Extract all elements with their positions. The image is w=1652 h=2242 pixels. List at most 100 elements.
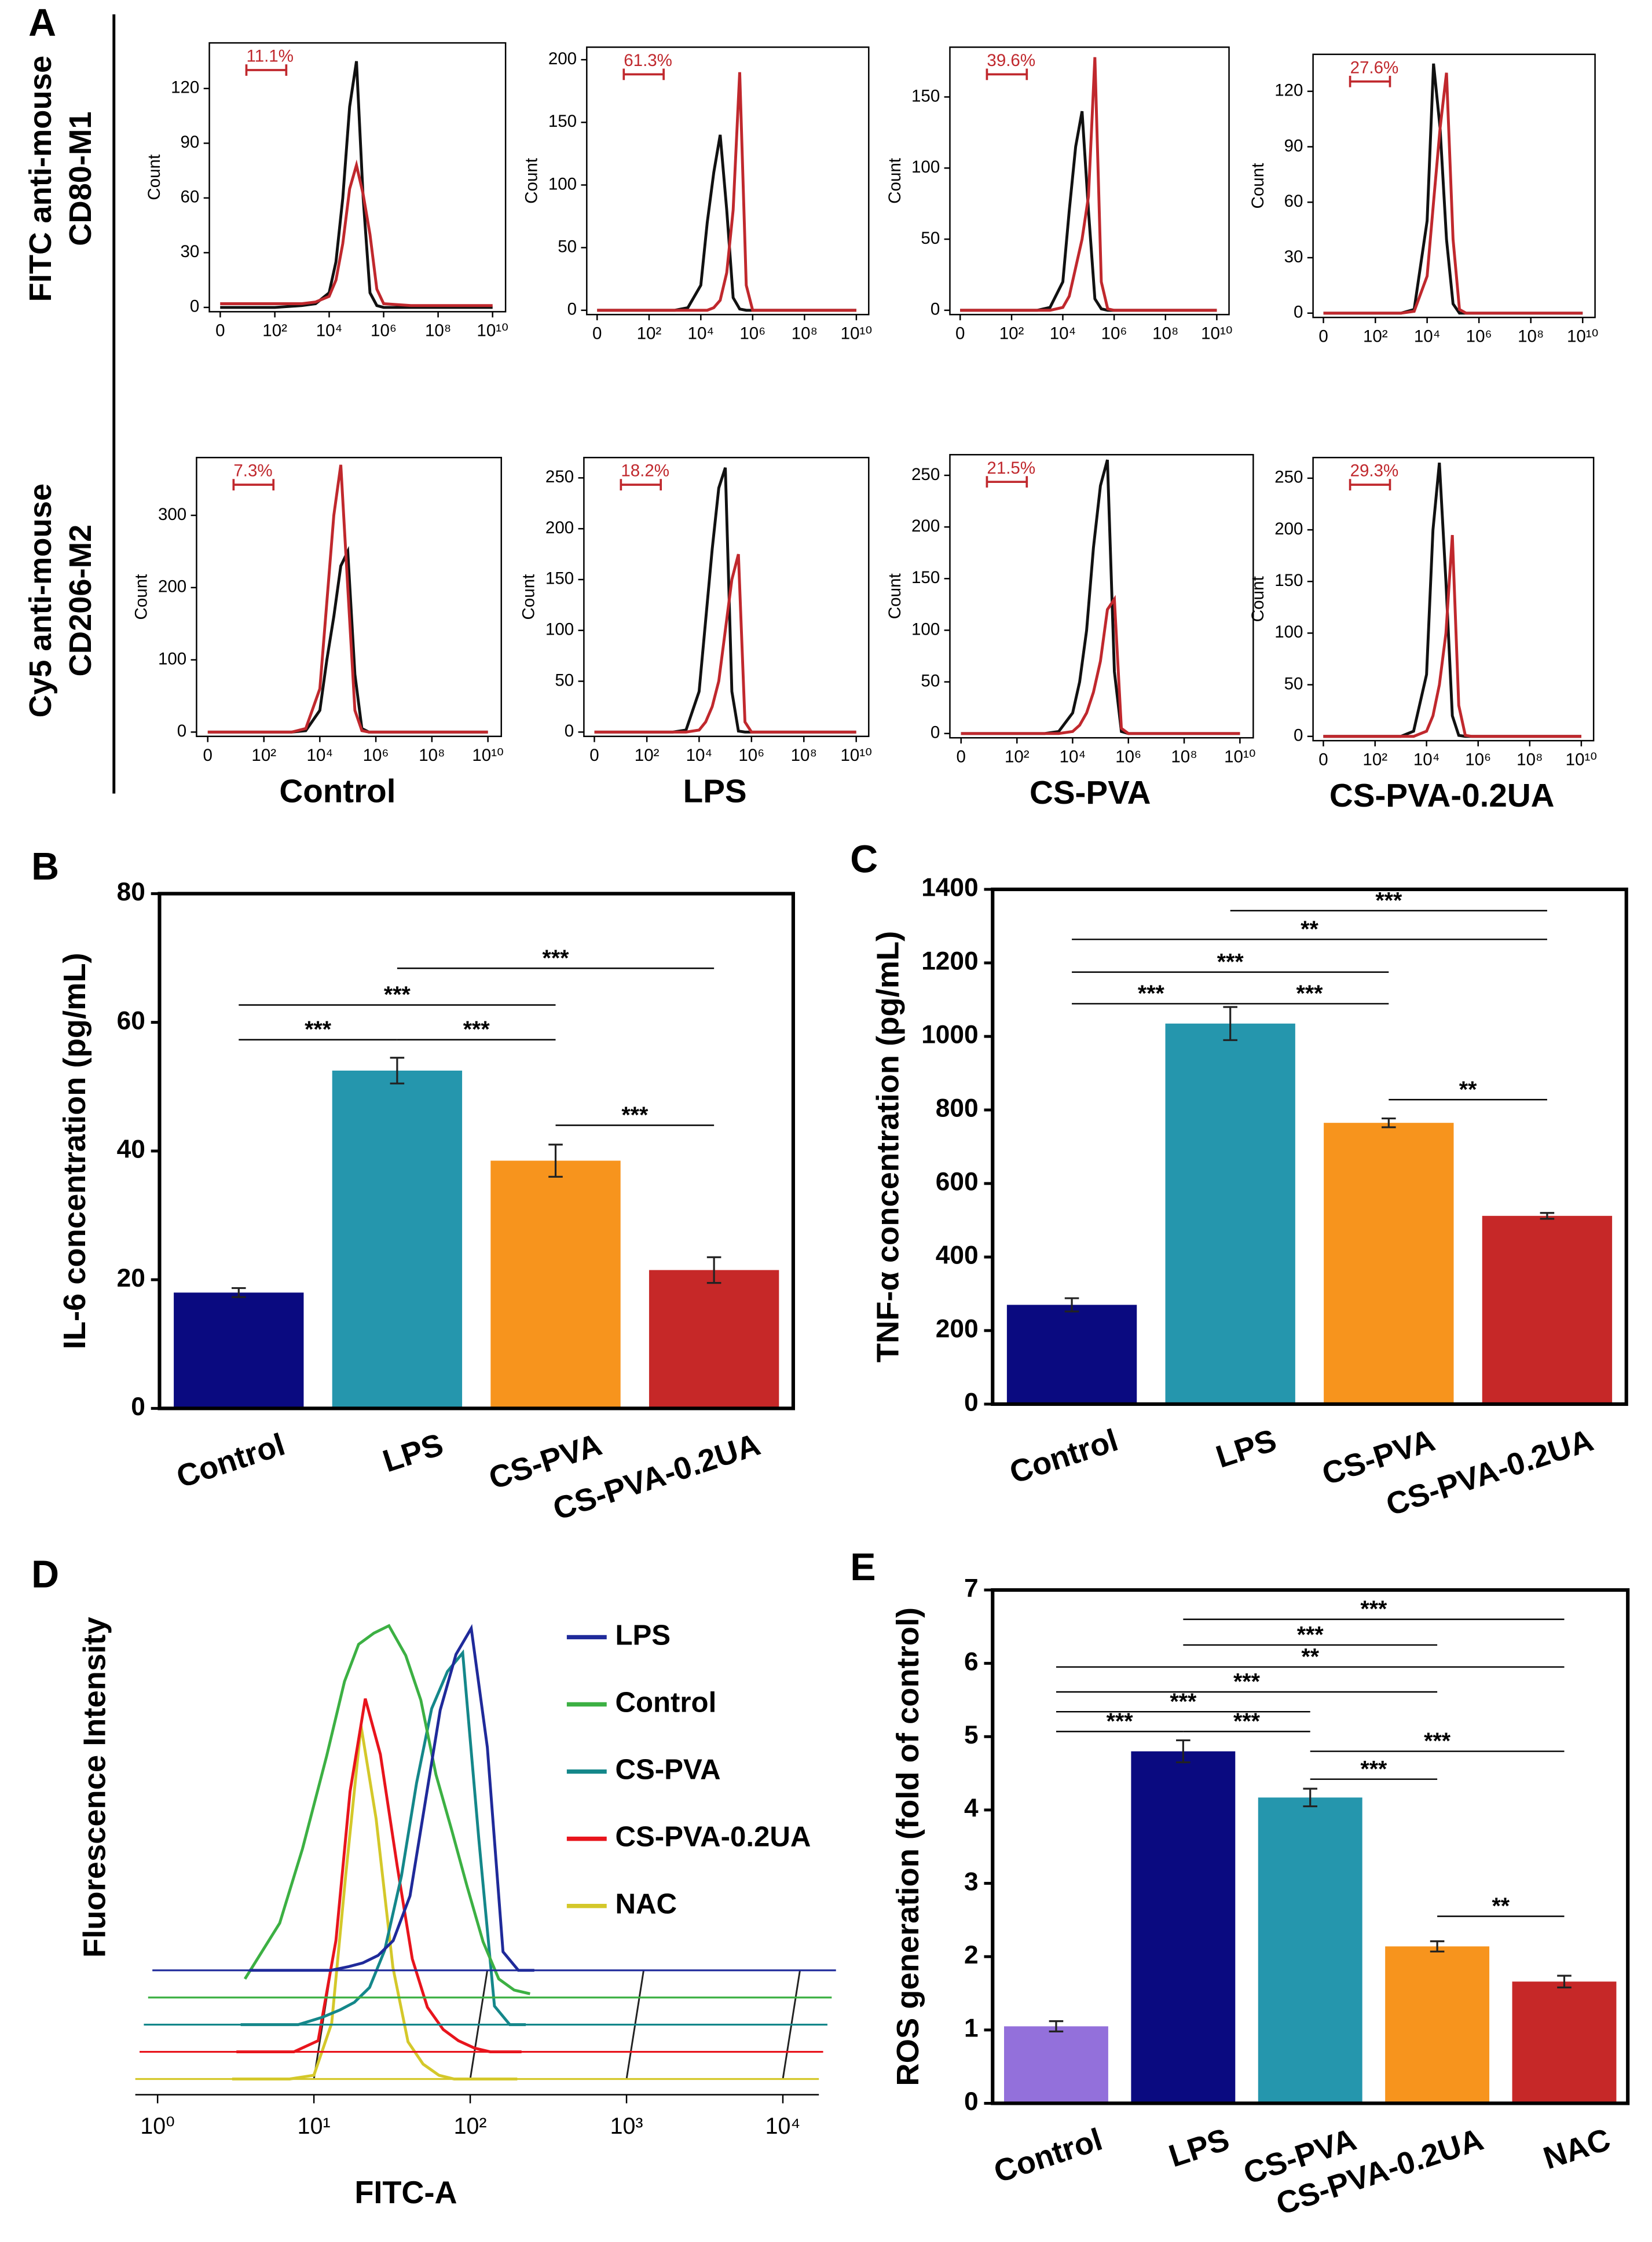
y-tick-label: 0 [190,297,199,316]
x-tick-label: 10² [1362,750,1387,769]
histogram-curve [961,459,1240,735]
y-tick-label: 40 [117,1135,145,1164]
error-bar [1557,1974,1572,1988]
x-tick-label: 10⁸ [419,746,445,765]
x-tick-label: 0 [215,321,225,340]
y-tick-label: 1 [964,2014,979,2042]
error-bar [1540,1212,1555,1220]
plot-frame [208,42,507,313]
panel-label: C [850,838,878,881]
plot-frame [991,887,1628,1406]
x-tick-label: 10⁶ [1466,327,1492,346]
y-tick-label: 20 [117,1264,145,1292]
x-tick-label: 10¹⁰ [1566,750,1597,769]
y-tick-label: 100 [545,620,574,639]
group-label: CS-PVA [1030,775,1151,811]
histogram-curve [1323,462,1582,738]
histogram-curve [207,464,488,734]
y-tick-label: 90 [1284,136,1303,155]
y-tick-label: 1400 [921,874,978,902]
x-tick-label: 10⁴ [307,746,334,765]
x-tick-label: 10⁶ [363,746,389,765]
error-bar [231,1287,246,1298]
x-tick-label: 10⁸ [425,321,451,340]
y-tick-label: 150 [911,86,940,105]
x-tick-label: 10⁸ [791,746,817,765]
x-tick-label: 10² [1363,327,1388,346]
y-axis-label: TNF-α concentration (pg/mL) [871,931,906,1362]
x-tick-label: 10¹⁰ [1224,748,1255,767]
x-tick-label: 10⁴ [1414,327,1441,346]
plot-frame [586,46,870,316]
significance-label: ** [1301,1644,1319,1669]
y-tick-label: 90 [181,133,200,152]
bar [332,1070,463,1409]
panel-label: B [31,845,59,888]
error-bar [1430,1940,1445,1952]
significance-label: ** [1492,1893,1510,1919]
histogram-curve [1323,72,1583,315]
histogram-curve [961,595,1240,735]
x-tick-label: 10² [454,2113,487,2139]
row-label: CD80-M1 [63,111,98,246]
significance-label: *** [1138,981,1165,1006]
y-tick-label: 60 [181,188,200,207]
x-tick-label: 10⁶ [1115,748,1141,767]
error-bar [1223,1006,1237,1041]
significance-label: ** [1459,1077,1477,1102]
y-tick-label: 50 [1284,674,1303,693]
x-tick-label: 10² [1005,748,1030,767]
plot-frame [1312,456,1595,742]
group-label: CS-PVA-0.2UA [1329,778,1555,814]
x-tick-label: 10² [999,324,1024,343]
x-axis-label: FITC-A [354,2175,457,2210]
significance-label: *** [543,946,570,971]
legend-label: CS-PVA-0.2UA [615,1821,811,1853]
y-tick-label: 200 [1274,519,1303,538]
x-tick-label: 10⁸ [1518,327,1544,346]
significance-label: *** [1296,981,1324,1006]
histogram-curve [960,57,1217,312]
histogram-curve [1323,534,1582,738]
bar [1324,1123,1454,1404]
x-tick-label: LPS [1165,2122,1234,2174]
gate-bar [232,479,275,490]
significance-label: *** [305,1017,332,1042]
gate-label: 18.2% [621,461,669,481]
y-tick-label: 60 [1284,192,1303,211]
bar [1482,1215,1613,1404]
bar [1006,1305,1137,1404]
x-tick-label: 10² [637,324,662,343]
significance-label: *** [463,1017,490,1042]
y-tick-label: 6 [964,1647,979,1676]
y-tick-label: 250 [911,465,940,484]
y-tick-label: 0 [565,721,574,741]
x-tick-label: LPS [379,1427,448,1479]
y-tick-label: 200 [936,1315,979,1343]
significance-label: *** [384,982,411,1008]
x-tick-label: LPS [1212,1423,1281,1475]
y-tick-label: 80 [117,878,145,906]
x-tick-label: 10⁸ [792,324,818,343]
significance-label: *** [621,1102,649,1128]
error-bar [1049,2020,1064,2032]
y-tick-label: 100 [911,157,940,177]
y-tick-label: 100 [911,620,940,639]
y-tick-label: 200 [548,49,577,68]
x-tick-label: 10⁴ [1060,748,1086,767]
error-bar [1382,1117,1396,1129]
bar [490,1160,621,1409]
y-tick-label: 0 [931,300,940,319]
row-label: CD206-M2 [63,525,98,677]
x-tick-label: 10⁴ [1050,324,1076,343]
bar [1385,1946,1490,2104]
y-tick-label: 100 [158,649,186,668]
y-tick-label: 150 [1274,571,1303,590]
x-tick-label: 0 [957,748,966,767]
y-axis-label: Count [145,155,164,200]
group-label: LPS [683,773,747,809]
x-tick-label: Control [990,2122,1106,2190]
y-tick-label: 0 [177,721,186,741]
x-tick-label: 10⁰ [140,2113,175,2139]
